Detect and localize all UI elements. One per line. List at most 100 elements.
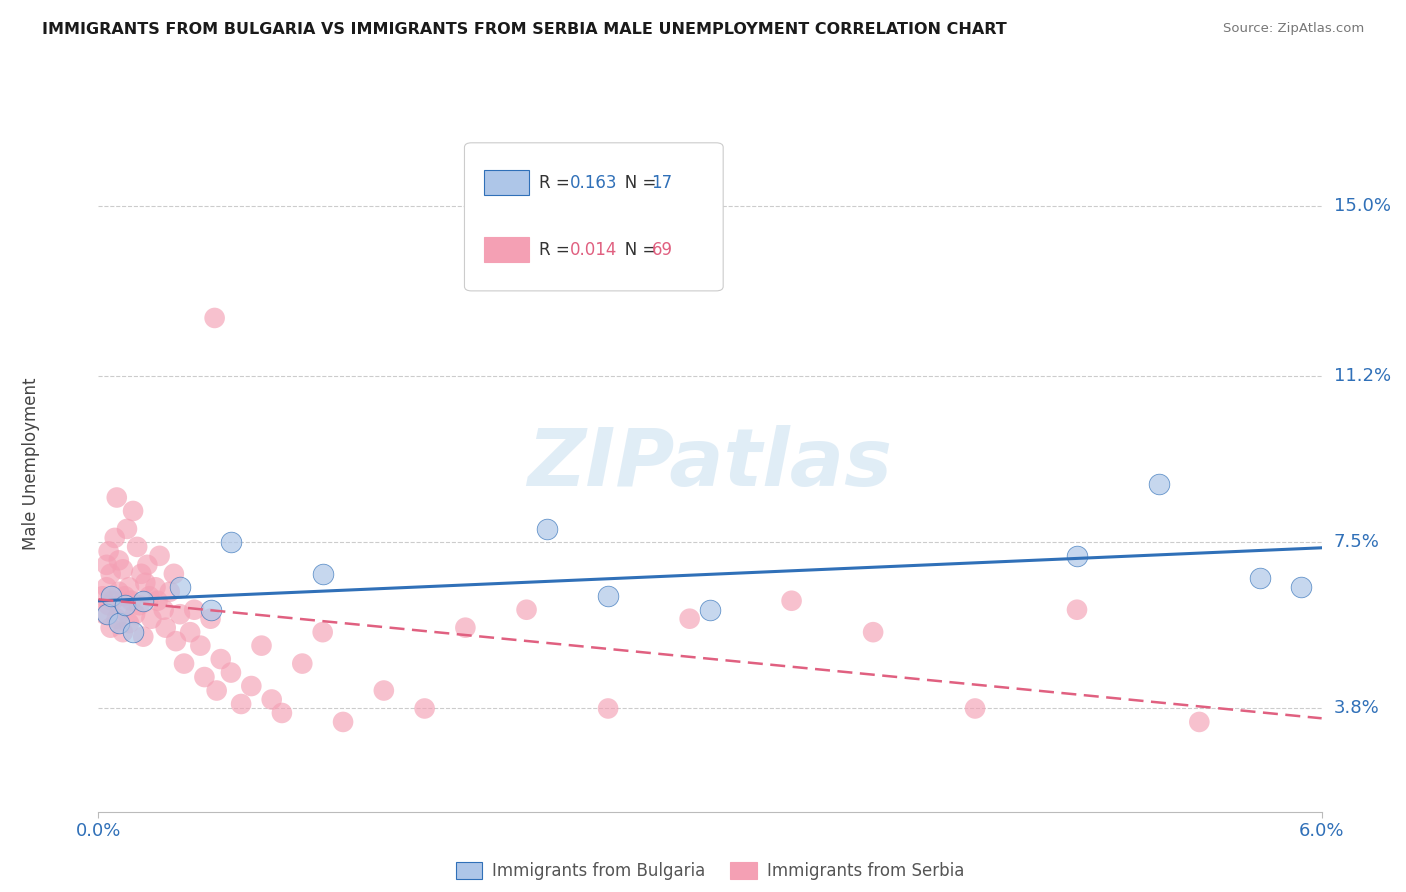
Point — [219, 665, 242, 680]
Point — [165, 634, 187, 648]
Point — [515, 603, 537, 617]
Point — [146, 593, 169, 607]
Point — [124, 607, 146, 622]
Point — [104, 531, 127, 545]
Text: Male Unemployment: Male Unemployment — [22, 377, 41, 550]
Point — [100, 566, 122, 581]
Point — [105, 612, 128, 626]
Point — [115, 522, 138, 536]
Point — [111, 625, 134, 640]
Point — [413, 701, 436, 715]
Point — [260, 692, 283, 706]
Point — [200, 603, 222, 617]
Point — [100, 589, 122, 603]
Text: 17: 17 — [651, 174, 672, 192]
Point — [209, 652, 232, 666]
Point — [159, 584, 181, 599]
Point — [108, 584, 131, 599]
Point — [1249, 571, 1271, 585]
Point — [205, 683, 228, 698]
Point — [169, 607, 191, 622]
Point — [291, 657, 314, 671]
Point — [596, 701, 619, 715]
Point — [1066, 549, 1088, 563]
Point — [141, 612, 163, 626]
Point — [862, 625, 884, 640]
Point — [122, 625, 145, 640]
Point — [250, 639, 273, 653]
Point — [1188, 714, 1211, 729]
Point — [101, 593, 124, 607]
Point — [100, 621, 122, 635]
Point — [111, 562, 134, 576]
Point — [188, 639, 211, 653]
Point — [454, 621, 477, 635]
Point — [96, 607, 118, 622]
Point — [120, 593, 142, 607]
Point — [596, 589, 619, 603]
Point — [149, 549, 172, 563]
Text: 0.163: 0.163 — [569, 174, 617, 192]
Point — [138, 589, 160, 603]
Point — [96, 558, 118, 572]
Text: 3.8%: 3.8% — [1334, 699, 1379, 717]
Point — [114, 599, 136, 613]
Point — [169, 580, 191, 594]
Point — [240, 679, 263, 693]
Point — [536, 522, 558, 536]
Point — [128, 599, 150, 613]
Point — [110, 603, 132, 617]
Point — [118, 616, 141, 631]
Point — [97, 599, 120, 613]
Text: 0.014: 0.014 — [569, 241, 617, 259]
Text: R =: R = — [538, 174, 575, 192]
Point — [200, 612, 222, 626]
Point — [122, 504, 145, 518]
Point — [699, 603, 721, 617]
Text: N =: N = — [609, 174, 662, 192]
Point — [93, 607, 115, 622]
Point — [97, 544, 120, 558]
Point — [114, 589, 136, 603]
Text: 15.0%: 15.0% — [1334, 197, 1391, 215]
Point — [152, 603, 174, 617]
Point — [270, 706, 292, 720]
Point — [678, 612, 700, 626]
Point — [105, 491, 128, 505]
Point — [132, 593, 155, 607]
Point — [173, 657, 195, 671]
Text: Source: ZipAtlas.com: Source: ZipAtlas.com — [1223, 22, 1364, 36]
Point — [332, 714, 354, 729]
Text: N =: N = — [609, 241, 662, 259]
Point — [127, 540, 149, 554]
Text: R =: R = — [538, 241, 575, 259]
Point — [229, 697, 253, 711]
Point — [373, 683, 395, 698]
Point — [1066, 603, 1088, 617]
Point — [91, 589, 114, 603]
Point — [108, 616, 131, 631]
Point — [183, 603, 205, 617]
Point — [129, 566, 152, 581]
Legend: Immigrants from Bulgaria, Immigrants from Serbia: Immigrants from Bulgaria, Immigrants fro… — [449, 855, 972, 887]
Text: ZIPatlas: ZIPatlas — [527, 425, 893, 503]
Point — [1147, 477, 1170, 491]
Point — [96, 580, 118, 594]
Point — [132, 630, 155, 644]
Point — [780, 593, 803, 607]
Point — [179, 625, 201, 640]
Text: IMMIGRANTS FROM BULGARIA VS IMMIGRANTS FROM SERBIA MALE UNEMPLOYMENT CORRELATION: IMMIGRANTS FROM BULGARIA VS IMMIGRANTS F… — [42, 22, 1007, 37]
Point — [134, 575, 156, 590]
Point — [163, 566, 186, 581]
Point — [118, 580, 141, 594]
Point — [136, 558, 159, 572]
Point — [963, 701, 986, 715]
Point — [219, 535, 242, 549]
Point — [108, 553, 131, 567]
Text: 7.5%: 7.5% — [1334, 533, 1379, 551]
Point — [311, 566, 335, 581]
Point — [311, 625, 335, 640]
Point — [204, 310, 226, 325]
Text: 69: 69 — [651, 241, 672, 259]
Text: 11.2%: 11.2% — [1334, 368, 1391, 385]
